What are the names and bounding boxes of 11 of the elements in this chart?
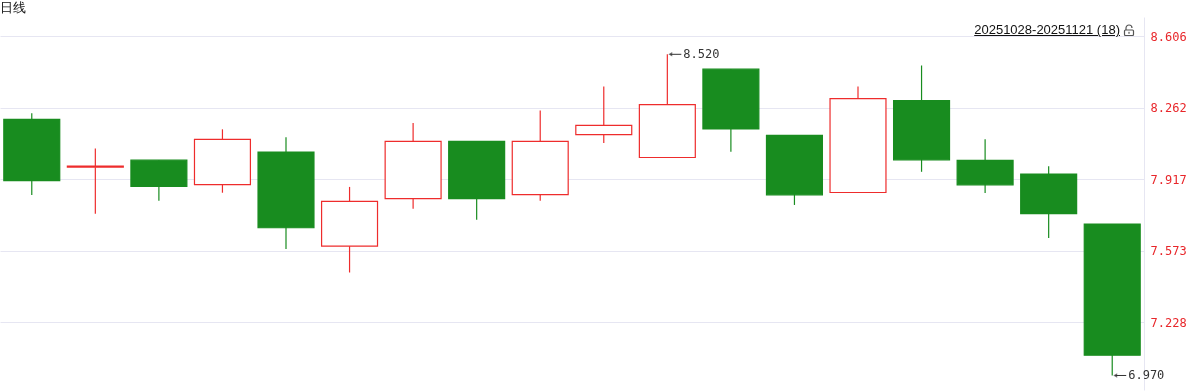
y-tick-label: 8.262 [1150,101,1187,116]
annotation: 20251028-20251121 (18) [974,22,1120,37]
y-tick-label: 8.606 [1150,29,1187,44]
y-tick-label: 7.573 [1150,244,1187,259]
chart-title: 日线 [0,0,26,15]
annotation: 6.970 [1128,368,1165,383]
y-tick-label: 7.228 [1150,315,1187,330]
y-tick-label: 7.917 [1150,172,1187,187]
candlestick [575,85,633,144]
candlestick [66,147,124,215]
annotation: 8.520 [683,47,720,62]
